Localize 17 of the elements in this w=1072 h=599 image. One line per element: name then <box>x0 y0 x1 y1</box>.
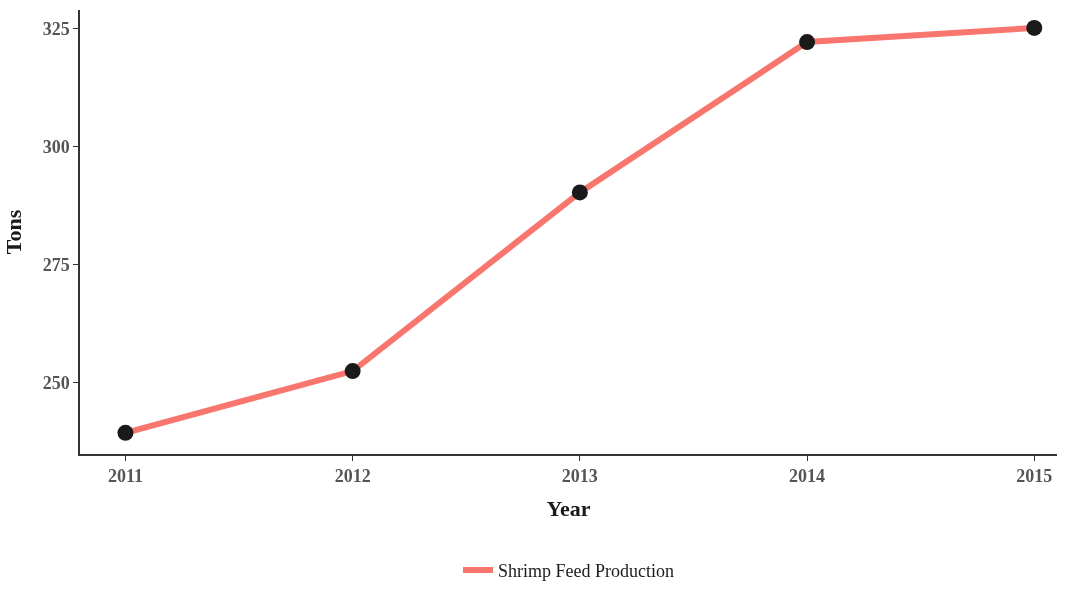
x-tick-label: 2014 <box>789 466 826 487</box>
x-tick-label: 2012 <box>334 466 371 487</box>
y-tick-label: 325 <box>42 19 70 40</box>
point <box>799 34 816 51</box>
point <box>1026 19 1043 36</box>
x-axis-title: Year <box>546 495 591 521</box>
y-tick-label: 300 <box>42 136 70 157</box>
point <box>571 184 588 201</box>
y-tick-label: 250 <box>42 372 70 393</box>
point <box>344 363 361 380</box>
y-tick-label: 275 <box>42 254 70 275</box>
y-axis-title: Tons <box>0 209 26 255</box>
x-tick-label: 2015 <box>1016 466 1053 487</box>
x-tick-label: 2011 <box>107 466 143 487</box>
legend-label: Shrimp Feed Production <box>498 560 674 581</box>
point <box>117 424 134 441</box>
x-tick-label: 2013 <box>561 466 598 487</box>
